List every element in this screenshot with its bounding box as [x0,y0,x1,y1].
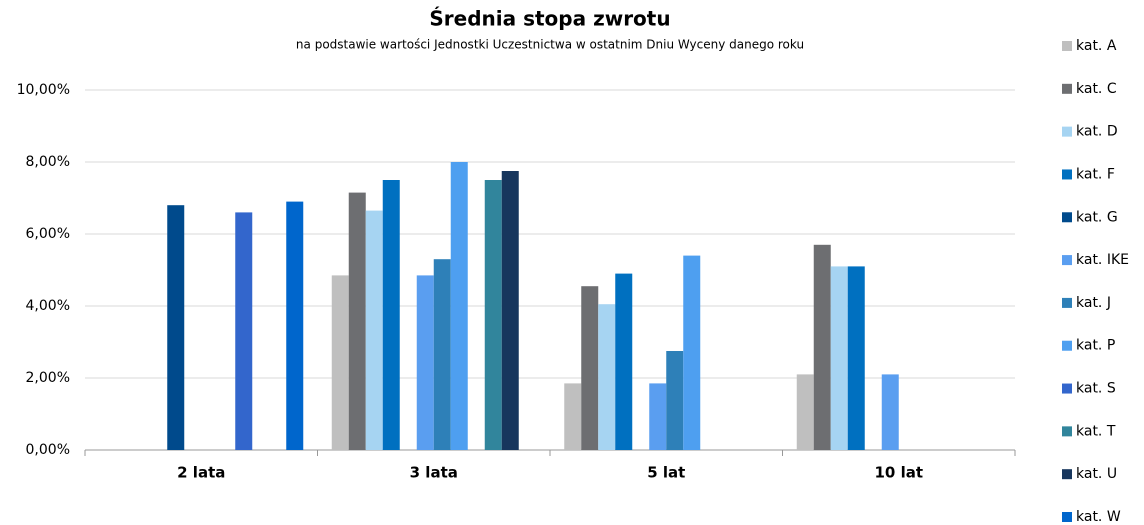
y-tick-label: 0,00% [26,442,70,458]
legend-swatch [1062,469,1072,480]
legend-label: kat. S [1076,381,1116,397]
legend-label: kat. IKE [1076,252,1129,268]
bar [615,273,633,450]
bar [433,259,451,450]
legend-label: kat. J [1076,295,1111,311]
y-tick-label: 2,00% [26,370,70,386]
legend-label: kat. W [1076,509,1121,525]
bar [501,171,519,450]
legend-label: kat. C [1076,81,1117,97]
legend-swatch [1062,41,1072,51]
bar [331,275,349,450]
y-tick-label: 10,00% [17,82,70,98]
bar [683,255,701,450]
x-tick-label: 10 lat [874,464,923,482]
bar [382,180,400,450]
chart-title: Średnia stopa zwrotu [429,7,670,31]
legend-label: kat. T [1076,423,1116,439]
bar [796,374,814,450]
legend-swatch [1062,426,1072,437]
chart-subtitle: na podstawie wartości Jednostki Uczestni… [296,38,804,52]
legend-swatch [1062,297,1072,308]
bar [450,162,468,450]
bar [235,212,253,450]
legend-swatch [1062,340,1072,351]
bar [649,383,667,450]
legend-label: kat. A [1076,38,1117,54]
bar [365,210,383,450]
legend-swatch [1062,512,1072,522]
x-tick-label: 2 lata [177,464,225,482]
bar [666,351,684,450]
legend-swatch [1062,169,1072,180]
legend-label: kat. D [1076,124,1118,140]
bar [581,286,599,450]
legend-label: kat. P [1076,338,1115,354]
legend-swatch [1062,212,1072,223]
bar [813,244,831,450]
bar [348,192,366,450]
x-tick-label: 3 lata [410,464,458,482]
bar [286,201,304,450]
bar [881,374,899,450]
bar [598,304,616,450]
legend-label: kat. U [1076,466,1117,482]
y-tick-label: 4,00% [26,298,70,314]
legend-swatch [1062,383,1072,394]
legend-swatch [1062,126,1072,137]
bar [830,266,848,450]
legend-swatch [1062,255,1072,266]
bar [564,383,582,450]
bar [847,266,865,450]
y-tick-label: 6,00% [26,226,70,242]
bar [167,205,185,450]
bar [416,275,434,450]
x-tick-label: 5 lat [647,464,685,482]
legend-label: kat. F [1076,166,1115,182]
bar [484,180,502,450]
legend-label: kat. G [1076,209,1118,225]
y-tick-label: 8,00% [26,154,70,170]
legend-swatch [1062,83,1072,94]
